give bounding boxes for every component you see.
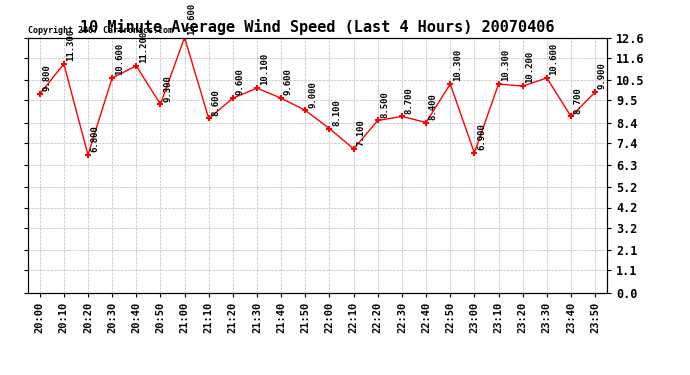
Text: 9.300: 9.300 — [164, 75, 172, 102]
Text: 8.600: 8.600 — [212, 89, 221, 116]
Text: 10.300: 10.300 — [453, 49, 462, 81]
Text: Copyright 2007 Cartronics.com: Copyright 2007 Cartronics.com — [28, 26, 172, 35]
Text: 10.300: 10.300 — [502, 49, 511, 81]
Text: 7.100: 7.100 — [357, 119, 366, 146]
Text: 8.500: 8.500 — [381, 91, 390, 118]
Text: 10.600: 10.600 — [550, 43, 559, 75]
Text: 9.800: 9.800 — [43, 64, 52, 92]
Text: 10.600: 10.600 — [115, 43, 124, 75]
Text: 9.600: 9.600 — [236, 69, 245, 95]
Text: 10.100: 10.100 — [260, 53, 269, 86]
Text: 8.100: 8.100 — [333, 99, 342, 126]
Text: 8.700: 8.700 — [405, 87, 414, 114]
Title: 10 Minute Average Wind Speed (Last 4 Hours) 20070406: 10 Minute Average Wind Speed (Last 4 Hou… — [80, 19, 555, 35]
Text: 11.300: 11.300 — [67, 29, 76, 61]
Text: 12.600: 12.600 — [188, 3, 197, 35]
Text: 8.700: 8.700 — [574, 87, 583, 114]
Text: 9.600: 9.600 — [284, 69, 293, 95]
Text: 9.900: 9.900 — [598, 63, 607, 89]
Text: 8.400: 8.400 — [429, 93, 438, 120]
Text: 10.200: 10.200 — [526, 51, 535, 83]
Text: 9.000: 9.000 — [308, 81, 317, 108]
Text: 11.200: 11.200 — [139, 31, 148, 63]
Text: 6.900: 6.900 — [477, 123, 486, 150]
Text: 6.800: 6.800 — [91, 125, 100, 152]
